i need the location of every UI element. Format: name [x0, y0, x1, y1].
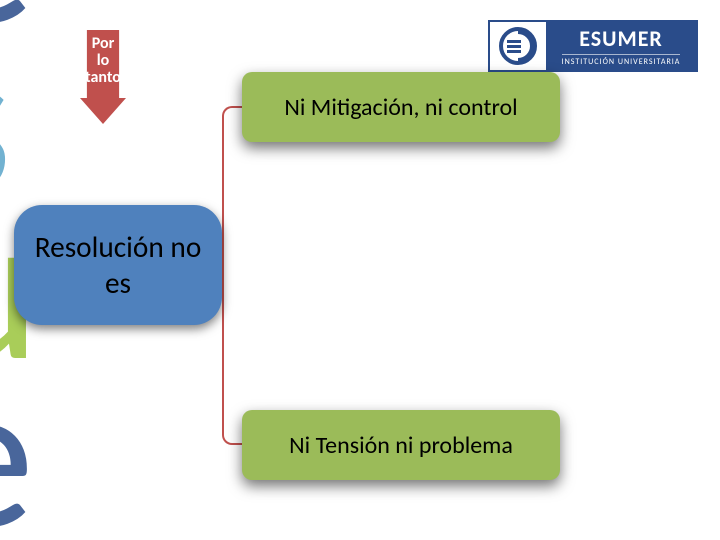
background-letter: e [0, 374, 29, 538]
logo-mark-icon [490, 22, 546, 70]
leaf-node-top: Ni Mitigación, ni control [242, 72, 560, 142]
arrow-label-line: tanto [85, 70, 121, 87]
central-node: Resolución no es [14, 205, 222, 325]
slide-canvas: esue ESUMER INSTITUCIÓN UNIVERSITARIA Po… [0, 0, 720, 540]
logo: ESUMER INSTITUCIÓN UNIVERSITARIA [488, 20, 698, 72]
background-letter: e [0, 0, 29, 34]
logo-subtitle: INSTITUCIÓN UNIVERSITARIA [562, 54, 681, 67]
arrow-label: Porlotanto [80, 30, 126, 98]
leaf-node-bottom-text: Ni Tensión ni problema [289, 431, 513, 460]
leaf-node-top-text: Ni Mitigación, ni control [284, 93, 517, 122]
leaf-node-bottom: Ni Tensión ni problema [242, 410, 560, 480]
arrow-callout: Porlotanto [80, 30, 126, 129]
logo-name: ESUMER [579, 25, 663, 52]
background-letter: s [0, 38, 6, 202]
logo-text: ESUMER INSTITUCIÓN UNIVERSITARIA [546, 22, 696, 70]
bracket-connector [222, 106, 242, 445]
central-node-text: Resolución no es [28, 229, 208, 301]
